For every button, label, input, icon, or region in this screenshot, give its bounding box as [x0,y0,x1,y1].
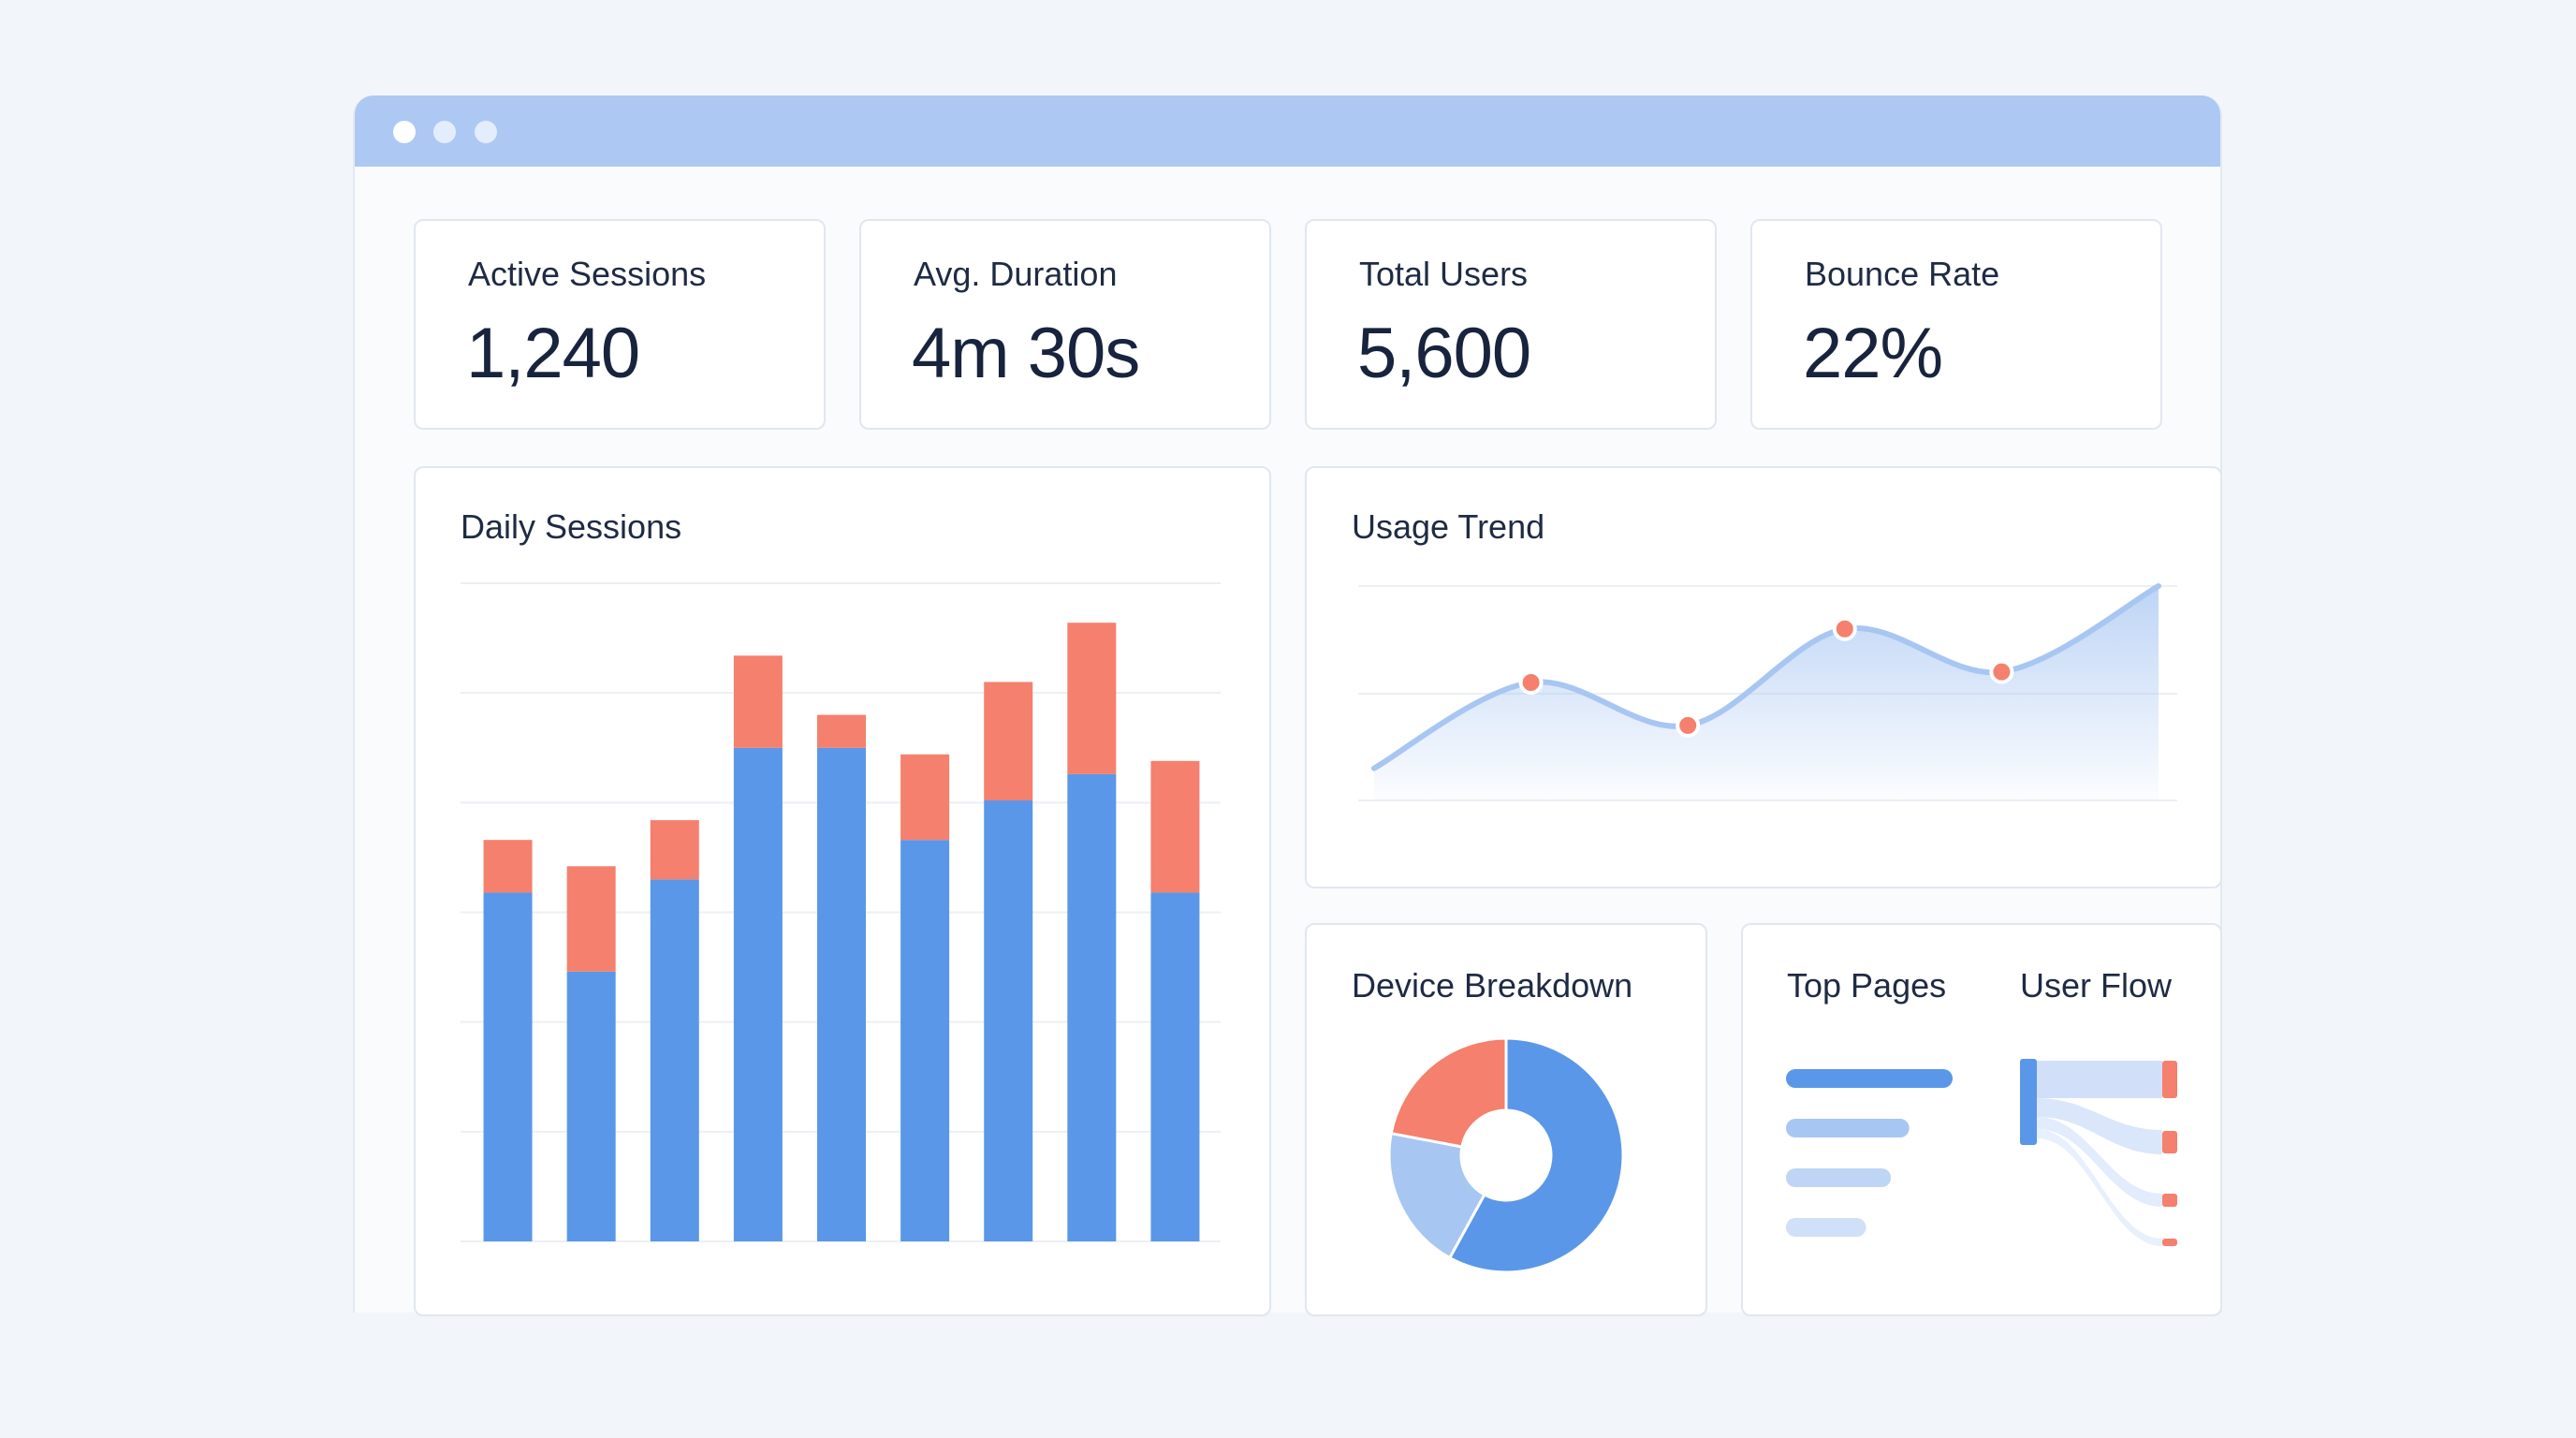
bar-segment-base [566,971,616,1241]
donut-slice [1387,1131,1486,1260]
kpi-label: Avg. Duration [914,255,1118,293]
kpi-card-avg-duration[interactable]: Avg. Duration 4m 30s [859,219,1271,430]
bar-segment-top [900,754,950,841]
flow-source-bar [2020,1059,2037,1145]
kpi-value: 1,240 [466,314,640,393]
flow-target-bar [2162,1131,2177,1153]
device-breakdown-panel: Device Breakdown [1305,923,1707,1316]
bar-segment-base [650,879,699,1241]
panel-title: Daily Sessions [461,507,682,546]
flow-link [2037,1117,2162,1207]
usage-trend-panel: Usage Trend [1305,466,2222,888]
window-minimize-dot[interactable] [433,121,456,143]
device-breakdown-chart [1387,1036,1625,1274]
kpi-card-bounce-rate[interactable]: Bounce Rate 22% [1750,219,2162,430]
top-page-bar [1786,1168,1892,1187]
daily-sessions-panel: Daily Sessions [414,466,1271,1316]
top-pages-chart [1786,1059,2177,1246]
usage-trend-chart [1358,583,2177,801]
panel-title: Device Breakdown [1352,966,1633,1005]
flow-link [2037,1129,2162,1246]
bar-segment-top [984,682,1033,800]
trend-point [1832,616,1857,641]
bar-segment-base [1150,892,1200,1241]
kpi-value: 5,600 [1357,314,1531,393]
bar-segment-top [650,820,699,880]
flow-link [2037,1061,2162,1098]
top-page-bar [1786,1069,1953,1088]
bar-segment-top [817,714,866,748]
bar-segment-base [984,800,1033,1241]
trend-line [1371,583,2161,771]
bar-segment-base [1067,773,1117,1241]
kpi-value: 22% [1803,314,1943,393]
window-titlebar [355,95,2220,167]
donut-slice [1447,1036,1625,1274]
trend-area [1374,586,2159,800]
top-page-bar [1786,1119,1910,1137]
top-page-bar [1786,1218,1866,1237]
panel-title-top-pages: Top Pages [1787,966,1947,1005]
window-close-dot[interactable] [393,121,416,143]
panel-title-user-flow: User Flow [2020,966,2173,1005]
bar-segment-top [483,840,533,893]
kpi-value: 4m 30s [912,314,1140,393]
bar-segment-base [900,840,950,1241]
bar-segment-base [483,892,533,1241]
bar-segment-base [817,747,866,1241]
bar-segment-base [733,747,783,1241]
trend-point [1989,659,2014,684]
top-pages-panel: Top Pages User Flow [1741,923,2222,1316]
panel-title: Usage Trend [1352,507,1545,546]
kpi-label: Active Sessions [468,255,707,293]
bar-segment-top [1067,623,1117,774]
flow-target-bar [2162,1194,2177,1207]
kpi-label: Total Users [1359,255,1529,293]
kpi-card-total-users[interactable]: Total Users 5,600 [1305,219,1717,430]
kpi-label: Bounce Rate [1805,255,2000,293]
donut-slice [1389,1036,1508,1149]
flow-link [2037,1098,2162,1154]
daily-sessions-chart [461,582,1221,1242]
bar-segment-top [566,866,616,972]
trend-point [1676,712,1701,738]
flow-target-bar [2162,1061,2177,1098]
bar-segment-top [733,655,783,748]
window-maximize-dot[interactable] [475,121,497,143]
kpi-card-active-sessions[interactable]: Active Sessions 1,240 [414,219,826,430]
trend-point [1518,670,1544,696]
bar-segment-top [1150,760,1200,893]
flow-target-bar [2162,1239,2177,1246]
user-flow-diagram [2020,1059,2177,1246]
